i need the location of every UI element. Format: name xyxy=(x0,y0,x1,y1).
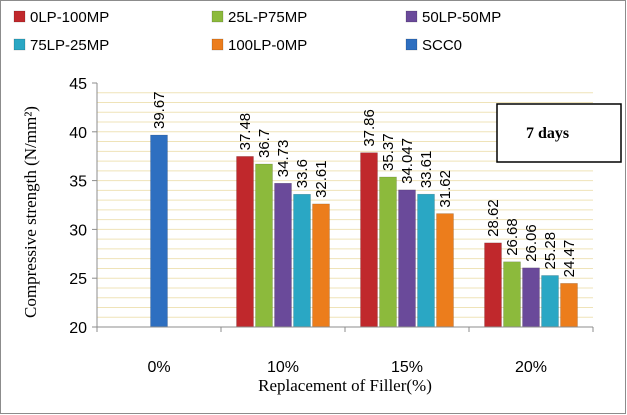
bar xyxy=(541,275,559,328)
bar xyxy=(522,267,540,328)
bar xyxy=(255,163,273,328)
bar xyxy=(274,182,292,328)
bar xyxy=(484,242,502,328)
bar xyxy=(560,283,578,328)
legend-label: 100LP-0MP xyxy=(228,37,307,54)
y-axis-title: Compressive strength (N/mm²) xyxy=(21,106,40,318)
bar-value-label: 37.48 xyxy=(237,113,254,151)
bar xyxy=(379,176,397,328)
annotation-text: 7 days xyxy=(526,125,569,142)
bar-value-label: 31.62 xyxy=(437,170,454,208)
bars xyxy=(150,134,578,328)
bar xyxy=(503,261,521,328)
y-tick-label: 25 xyxy=(69,271,87,288)
x-axis-title: Replacement of Filler(%) xyxy=(258,376,432,395)
bar-value-label: 25.28 xyxy=(542,232,559,270)
legend-label: 75LP-25MP xyxy=(30,37,109,54)
bar-value-label: 26.68 xyxy=(504,218,521,256)
y-tick-label: 20 xyxy=(69,320,87,337)
bar xyxy=(293,194,311,328)
bar xyxy=(360,152,378,328)
legend-swatch xyxy=(405,38,418,51)
legend-label: SCC0 xyxy=(422,37,462,54)
x-tick-label: 0% xyxy=(147,359,170,376)
legend: 0LP-100MP 25L-P75MP 50LP-50MP 75LP-25MP 100L… xyxy=(13,9,501,54)
bar-value-label: 26.06 xyxy=(523,224,540,262)
y-tick-label: 45 xyxy=(69,76,87,93)
bar xyxy=(417,193,435,328)
legend-label: 50LP-50MP xyxy=(422,9,501,26)
x-tick-label: 10% xyxy=(267,359,299,376)
y-tick-label: 35 xyxy=(69,174,87,191)
annotation-frame xyxy=(496,103,622,163)
bar-value-label: 32.61 xyxy=(313,160,330,198)
bar-value-label: 33.6 xyxy=(294,159,311,188)
legend-swatch xyxy=(211,38,224,51)
bar-value-label: 34.73 xyxy=(275,140,292,178)
bar xyxy=(312,203,330,328)
bar-value-label: 37.86 xyxy=(361,109,378,147)
y-tick-label: 40 xyxy=(69,125,87,142)
x-tick-label: 20% xyxy=(515,359,547,376)
bar-value-label: 28.62 xyxy=(485,199,502,237)
legend-swatch xyxy=(13,38,26,51)
legend-swatch xyxy=(405,10,418,23)
bar-value-label: 36.7 xyxy=(256,129,273,158)
legend-swatch xyxy=(211,10,224,23)
axes: 20 25 30 35 40 45 0% 10% 15% 20% xyxy=(69,76,594,376)
bar xyxy=(236,156,254,328)
y-tick-label: 30 xyxy=(69,222,87,239)
legend-label: 0LP-100MP xyxy=(30,9,109,26)
bar xyxy=(436,213,454,328)
annotation-box: 7 days xyxy=(496,103,622,163)
bar-value-label: 24.47 xyxy=(561,240,578,278)
x-tick-label: 15% xyxy=(391,359,423,376)
bar-value-label: 39.67 xyxy=(151,91,168,129)
legend-label: 25L-P75MP xyxy=(228,9,307,26)
bar xyxy=(150,134,168,328)
bar-value-label: 33.61 xyxy=(418,151,435,189)
legend-swatch xyxy=(13,10,26,23)
bar-value-label: 34.047 xyxy=(399,138,416,184)
bar xyxy=(398,189,416,328)
bar-value-label: 35.37 xyxy=(380,133,397,171)
